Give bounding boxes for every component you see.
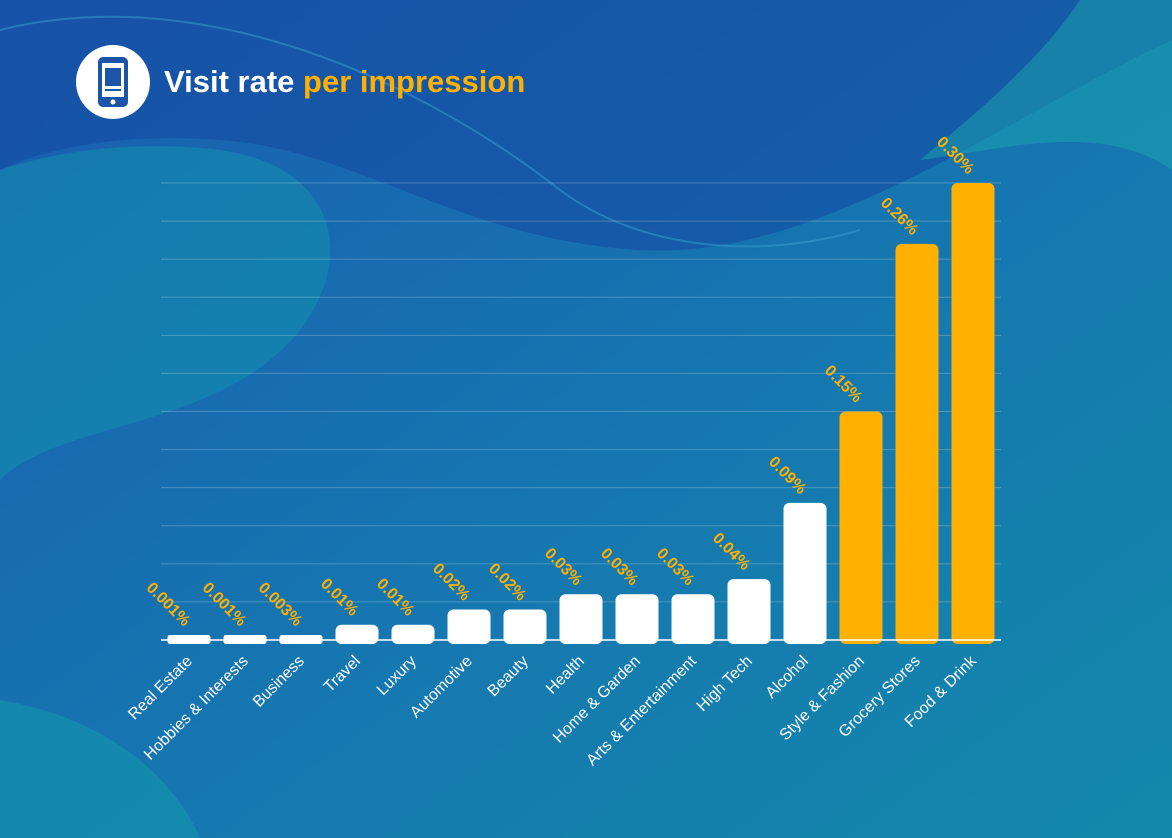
category-label: Travel bbox=[321, 653, 364, 696]
title-main: Visit rate bbox=[164, 64, 295, 99]
category-label: Business bbox=[250, 653, 308, 711]
value-label: 0.03% bbox=[597, 545, 641, 589]
category-label: High Tech bbox=[694, 653, 756, 715]
value-label: 0.03% bbox=[541, 545, 585, 589]
bar bbox=[727, 579, 771, 644]
bar bbox=[391, 624, 435, 644]
category-label: Luxury bbox=[374, 653, 420, 699]
bar bbox=[447, 609, 491, 644]
bar bbox=[335, 624, 379, 644]
bar bbox=[895, 243, 939, 644]
bar bbox=[951, 183, 995, 644]
value-label: 0.04% bbox=[709, 530, 753, 574]
value-label: 0.30% bbox=[933, 134, 977, 178]
value-label: 0.01% bbox=[373, 575, 417, 619]
bar bbox=[671, 594, 715, 644]
value-label: 0.03% bbox=[653, 545, 697, 589]
value-label: 0.001% bbox=[143, 579, 193, 629]
chart-title: Visit rate per impression bbox=[164, 64, 525, 100]
value-label: 0.003% bbox=[255, 579, 305, 629]
value-label: 0.15% bbox=[821, 362, 865, 406]
bars bbox=[167, 183, 995, 644]
category-label: Beauty bbox=[485, 653, 532, 700]
category-label: Hobbies & Interests bbox=[141, 653, 252, 764]
value-label: 0.02% bbox=[485, 560, 529, 604]
value-label: 0.26% bbox=[877, 195, 921, 239]
mobile-phone-icon bbox=[76, 45, 150, 119]
chart-header: Visit rate per impression bbox=[76, 45, 525, 119]
bar bbox=[503, 609, 547, 644]
category-label: Health bbox=[543, 653, 588, 698]
value-label: 0.001% bbox=[199, 579, 249, 629]
value-label: 0.01% bbox=[317, 575, 361, 619]
value-label: 0.02% bbox=[429, 560, 473, 604]
bar bbox=[615, 594, 659, 644]
value-label: 0.09% bbox=[765, 454, 809, 498]
title-accent: per impression bbox=[303, 64, 526, 99]
category-label: Arts & Entertainment bbox=[583, 652, 700, 769]
bar bbox=[783, 502, 827, 644]
category-label: Alcohol bbox=[763, 653, 812, 702]
bar bbox=[559, 594, 603, 644]
bar bbox=[839, 411, 883, 644]
